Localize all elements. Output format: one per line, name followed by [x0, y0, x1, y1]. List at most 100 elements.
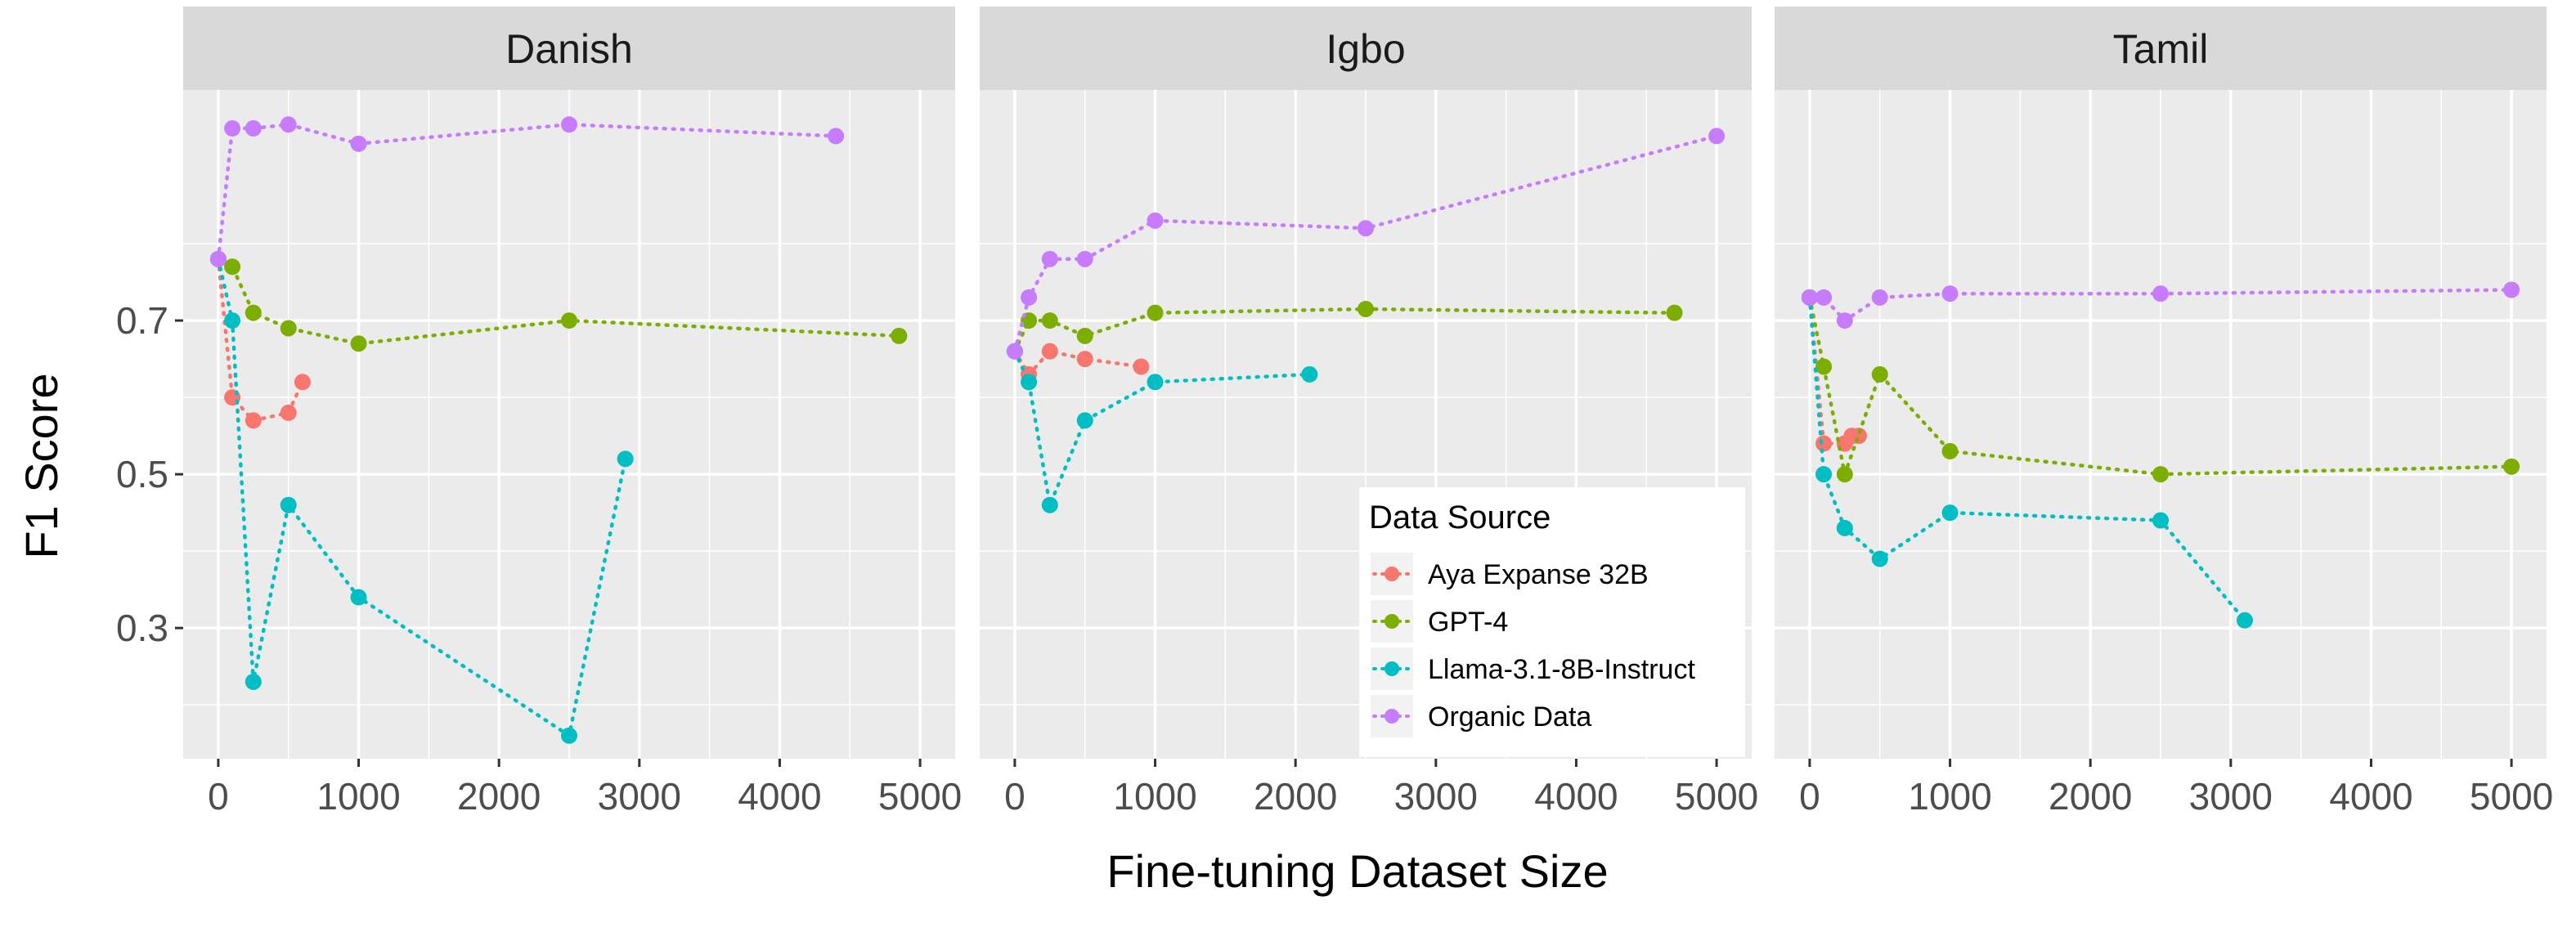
data-point	[2503, 281, 2520, 298]
data-point	[1871, 550, 1888, 567]
x-axis-title: Fine-tuning Dataset Size	[1106, 845, 1608, 897]
y-tick-label: 0.3	[116, 607, 168, 649]
legend-label: Organic Data	[1428, 701, 1591, 733]
x-tick-label: 4000	[738, 775, 821, 818]
data-point	[891, 327, 908, 344]
data-point	[245, 304, 262, 321]
data-point	[1836, 466, 1853, 483]
data-point	[2152, 466, 2169, 483]
data-point	[350, 589, 367, 606]
data-point	[1021, 374, 1038, 391]
data-point	[1301, 365, 1318, 383]
strip-background	[980, 7, 1752, 90]
legend-item: Aya Expanse 32B	[1371, 553, 1649, 595]
legend-label: GPT-4	[1428, 607, 1508, 638]
data-point	[245, 673, 262, 690]
series-line	[1012, 349, 1143, 378]
y-axis-title: F1 Score	[16, 373, 67, 558]
x-tick-label: 0	[1799, 775, 1820, 818]
legend-key-point	[1384, 709, 1399, 724]
data-point	[2503, 458, 2520, 475]
data-point	[1021, 289, 1038, 306]
data-point	[1836, 519, 1853, 536]
legend-label: Llama-3.1-8B-Instruct	[1428, 654, 1695, 685]
legend-title: Data Source	[1369, 500, 1551, 535]
x-tick-label: 0	[208, 775, 229, 818]
x-tick-label: 4000	[2329, 775, 2412, 818]
x-tick-label: 0	[1004, 775, 1025, 818]
data-point	[1708, 128, 1726, 145]
data-point	[1041, 250, 1058, 267]
x-tick-label: 3000	[598, 775, 681, 818]
data-point	[1871, 289, 1888, 306]
x-tick-label: 3000	[2189, 775, 2273, 818]
legend-key-point	[1384, 661, 1399, 676]
strip-title: Igbo	[1326, 26, 1405, 72]
data-point	[1836, 312, 1853, 329]
series-gpt-4	[209, 250, 908, 352]
data-point	[561, 312, 577, 329]
data-point	[280, 116, 297, 133]
panels: Danish 0 1000 2000 3000 4000 5000 0.3 0.5 0.7 Igbo…	[116, 7, 2553, 818]
data-point	[224, 312, 241, 329]
data-point	[561, 116, 577, 133]
x-tick-label: 5000	[1675, 775, 1758, 818]
data-point	[280, 320, 297, 337]
data-point	[1147, 374, 1164, 391]
data-point	[1133, 358, 1150, 375]
data-point	[245, 412, 262, 429]
x-tick-label: 1000	[316, 775, 400, 818]
data-point	[224, 120, 241, 137]
series-organic-data	[1006, 128, 1726, 360]
x-tick-label: 5000	[2470, 775, 2553, 818]
data-point	[294, 374, 311, 391]
data-point	[617, 450, 634, 468]
panel-danish: Danish 0 1000 2000 3000 4000 5000 0.3 0.5 0.7	[116, 7, 962, 818]
data-point	[1076, 412, 1093, 429]
data-point	[1358, 300, 1374, 317]
data-point	[1815, 358, 1833, 375]
strip-background	[183, 7, 955, 90]
strip-title: Danish	[505, 26, 633, 72]
data-point	[1041, 496, 1058, 513]
data-point	[1941, 285, 1959, 302]
strip-title: Tamil	[2113, 26, 2209, 72]
data-point	[2152, 512, 2169, 529]
series-organic-data	[209, 116, 845, 267]
data-point	[2236, 612, 2253, 629]
data-point	[1815, 289, 1833, 306]
data-point	[1941, 442, 1959, 459]
data-point	[1941, 504, 1959, 522]
data-point	[1076, 250, 1093, 267]
data-point	[245, 120, 262, 137]
x-tick-label: 1000	[1908, 775, 1991, 818]
data-point	[2152, 285, 2169, 302]
data-point	[828, 128, 845, 145]
data-point	[1147, 304, 1164, 321]
data-point	[1041, 312, 1058, 329]
legend-background	[1359, 487, 1745, 757]
data-point	[561, 727, 577, 744]
legend-item: GPT-4	[1371, 600, 1508, 643]
data-point	[280, 496, 297, 513]
panel-tamil: Tamil 0 1000 2000 3000 4000 5000	[1775, 7, 2553, 818]
data-point	[1147, 212, 1164, 229]
data-point	[1076, 351, 1093, 368]
legend-key-point	[1384, 567, 1399, 581]
x-tick-label: 2000	[2049, 775, 2132, 818]
data-point	[1815, 466, 1833, 483]
data-point	[1076, 327, 1093, 344]
data-point	[1850, 428, 1867, 445]
data-point	[209, 250, 227, 267]
data-point	[1801, 289, 1818, 306]
data-point	[1815, 435, 1833, 452]
data-point	[1871, 365, 1888, 383]
legend-item: Organic Data	[1371, 695, 1591, 737]
strip-background	[1775, 7, 2547, 90]
legend-key-point	[1384, 614, 1399, 629]
legend: Data Source Aya Expanse 32B GPT-4 Llama-3.1…	[1359, 487, 1745, 757]
legend-label: Aya Expanse 32B	[1428, 559, 1649, 590]
x-tick-label: 2000	[457, 775, 541, 818]
x-tick-label: 4000	[1534, 775, 1618, 818]
